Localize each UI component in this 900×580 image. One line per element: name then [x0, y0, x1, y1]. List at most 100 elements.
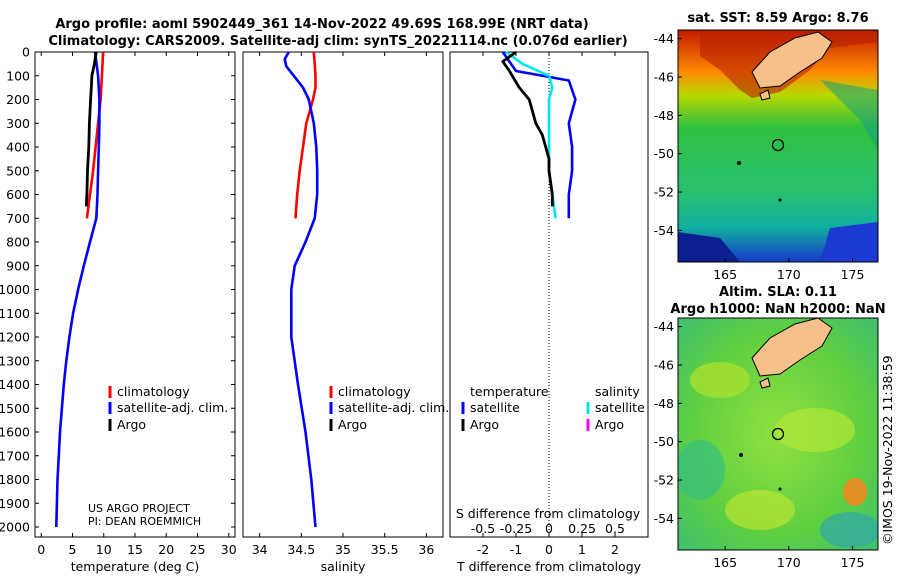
new-zealand-land — [751, 318, 833, 377]
depth-tick-label: 1300 — [0, 353, 30, 368]
depth-tick-label: 1900 — [0, 496, 30, 511]
difference-legend: temperature salinity satellite Argo sate… — [461, 384, 645, 432]
series-t-argo — [501, 50, 554, 207]
depth-tick-label: 0 — [22, 45, 30, 60]
legend-satellite: satellite-adj. clim. — [117, 400, 228, 415]
island-campbell — [778, 198, 782, 202]
sla-map: Altim. SLA: 0.11 Argo h1000: NaN h2000: … — [654, 285, 886, 570]
depth-tick-label: 1200 — [0, 330, 30, 345]
depth-tick-label: 1100 — [0, 306, 30, 321]
sla-blob — [690, 362, 750, 398]
x-tick-label: 34 — [252, 542, 268, 557]
x-tick-label: 20 — [158, 542, 174, 557]
sla-map-frame — [677, 317, 879, 551]
legend-s-argo: Argo — [595, 417, 624, 432]
sla-low-patch — [820, 512, 878, 548]
series-climatology — [294, 51, 317, 219]
depth-tick-label: 800 — [6, 235, 30, 250]
argo-float-marker — [771, 427, 785, 441]
sst-cold-se — [820, 222, 878, 262]
lon-tick-label: 170 — [777, 267, 801, 282]
legend-t-satellite: satellite — [470, 400, 520, 415]
salinity-xlabel: salinity — [321, 559, 366, 574]
sst-map-frame — [677, 29, 879, 263]
legend-climatology: climatology — [338, 384, 411, 399]
x-tick-label: 25 — [190, 542, 206, 557]
imos-credit: ©IMOS 19-Nov-2022 11:38:59 — [880, 355, 895, 545]
depth-tick-label: 1800 — [0, 472, 30, 487]
series-t-satellite — [501, 51, 577, 219]
depth-tick-label: 700 — [6, 211, 30, 226]
x-tick-label: 36 — [418, 542, 434, 557]
depth-tick-label: 600 — [6, 187, 30, 202]
x-tick-label: 35 — [335, 542, 351, 557]
depth-tick-label: 1000 — [0, 282, 30, 297]
x-tick-label: -1 — [510, 542, 522, 557]
salinity-legend: climatology satellite-adj. clim. Argo — [329, 384, 449, 432]
sla-blob — [775, 408, 855, 452]
lon-tick-label: 165 — [713, 267, 737, 282]
sst-map: sat. SST: 8.59 Argo: 8.76 -44 -46 -48 -50 -5… — [654, 11, 879, 282]
lat-tick-label: -52 — [654, 473, 674, 488]
x-tick-label: 5 — [69, 542, 77, 557]
island-campbell — [778, 487, 782, 491]
legend-s-satellite: satellite — [595, 400, 645, 415]
s-difference-label: S difference from climatology — [456, 506, 641, 521]
depth-tick-label: 1400 — [0, 377, 30, 392]
x-tick-label: 10 — [96, 542, 112, 557]
lat-tick-label: -50 — [654, 434, 674, 449]
t-difference-xlabel: T difference from climatology — [456, 559, 642, 574]
temperature-panel: 0100200300400500600700800900100011001200… — [0, 45, 648, 574]
lat-tick-label: -46 — [654, 357, 674, 372]
series-satellite-adj-clim — [55, 51, 101, 528]
sla-blob — [678, 440, 725, 500]
lat-tick-label: -48 — [654, 108, 674, 123]
s-diff-tick-label: 0.25 — [568, 521, 596, 536]
temperature-axes — [34, 51, 236, 538]
lat-tick-label: -44 — [654, 31, 674, 46]
legend-climatology: climatology — [117, 384, 190, 399]
temperature-legend: climatology satellite-adj. clim. Argo — [108, 384, 228, 432]
depth-tick-label: 1500 — [0, 401, 30, 416]
depth-tick-label: 900 — [6, 258, 30, 273]
sla-high-patch — [843, 478, 867, 506]
depth-tick-label: 100 — [6, 68, 30, 83]
project-note: US ARGO PROJECT — [88, 502, 190, 515]
x-tick-label: 1 — [578, 542, 586, 557]
s-diff-tick-label: 0.5 — [605, 521, 625, 536]
lat-tick-label: -54 — [654, 511, 674, 526]
island-auckland — [739, 453, 743, 457]
legend-temperature-title: temperature — [470, 384, 549, 399]
depth-tick-label: 2000 — [0, 520, 30, 535]
salinity-panel: 34 34.5 35 35.5 36 salinity climatology sate… — [242, 51, 449, 574]
s-diff-tick-label: -0.5 — [471, 521, 495, 536]
lat-tick-label: -52 — [654, 185, 674, 200]
legend-t-argo: Argo — [470, 417, 499, 432]
sla-blob — [725, 490, 795, 530]
stewart-island — [759, 377, 771, 389]
series-satellite-adj-clim — [283, 51, 319, 528]
lat-tick-label: -50 — [654, 146, 674, 161]
sst-map-title: sat. SST: 8.59 Argo: 8.76 — [687, 11, 868, 26]
legend-argo: Argo — [338, 417, 367, 432]
lat-tick-label: -54 — [654, 223, 674, 238]
series-argo — [84, 51, 98, 207]
depth-tick-label: 500 — [6, 163, 30, 178]
lon-tick-label: 165 — [713, 555, 737, 570]
s-diff-tick-label: -0.25 — [500, 521, 532, 536]
lon-tick-label: 170 — [777, 555, 801, 570]
difference-panel: -2 -1 0 1 2 S difference from climatology -0… — [449, 50, 649, 574]
sla-map-title: Altim. SLA: 0.11 — [719, 285, 837, 300]
island-auckland — [737, 161, 741, 165]
depth-tick-label: 1700 — [0, 448, 30, 463]
legend-satellite: satellite-adj. clim. — [338, 400, 449, 415]
lat-tick-label: -46 — [654, 69, 674, 84]
s-diff-tick-label: 0 — [545, 521, 553, 536]
salinity-axes — [242, 51, 444, 538]
sst-cool-patch — [820, 80, 878, 150]
legend-salinity-title: salinity — [595, 384, 640, 399]
legend-argo: Argo — [117, 417, 146, 432]
stewart-island — [759, 89, 771, 101]
x-tick-label: 35.5 — [371, 542, 399, 557]
